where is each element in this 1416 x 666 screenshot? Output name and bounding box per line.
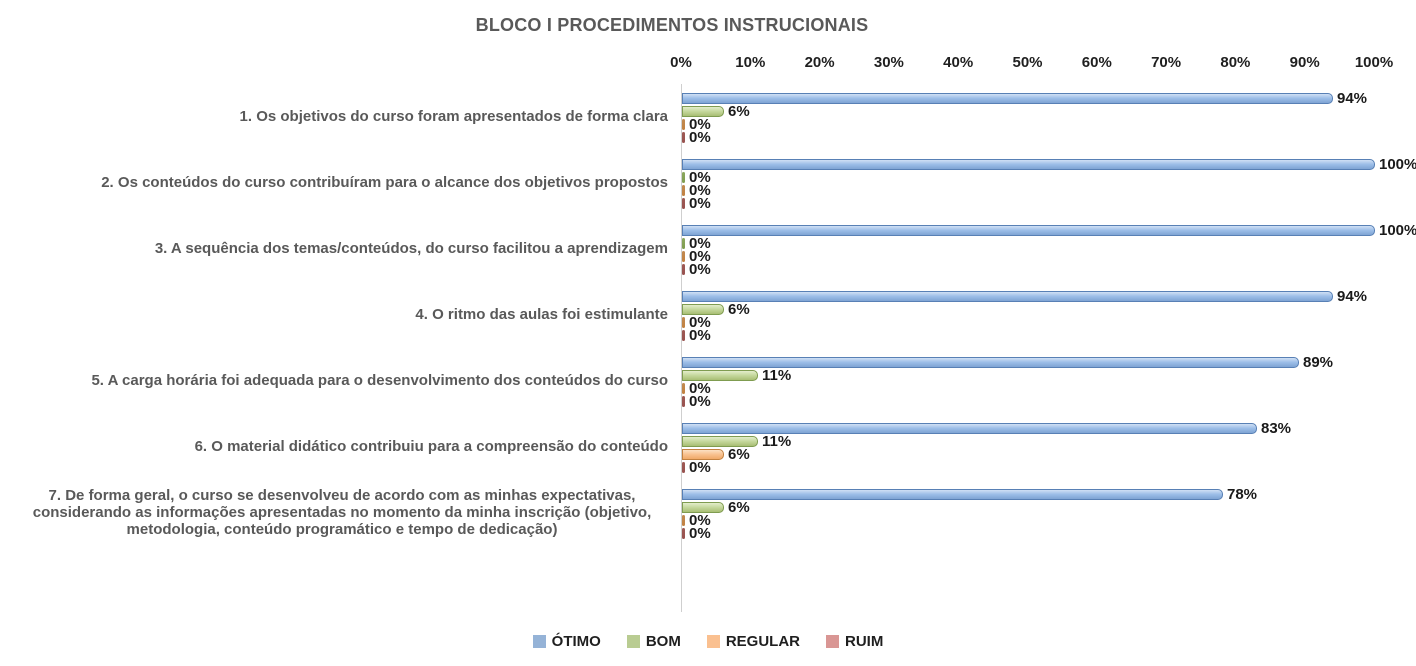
legend-item-bom: BOM	[626, 633, 681, 650]
bar-value-label: 0%	[689, 525, 711, 542]
bar-value-label: 0%	[689, 248, 711, 265]
bar-value-label: 83%	[1261, 420, 1292, 437]
x-axis-tick: 10%	[735, 54, 766, 71]
category-label: 5. A carga horária foi adequada para o d…	[91, 372, 668, 389]
bar-value-label: 0%	[689, 459, 711, 476]
bar-value-label: 100%	[1379, 222, 1416, 239]
x-axis-tick: 20%	[804, 54, 835, 71]
bar-value-label: 0%	[689, 116, 711, 133]
bar-timo	[682, 93, 1333, 104]
category-label: 3. A sequência dos temas/conteúdos, do c…	[154, 240, 668, 257]
x-axis-tick: 50%	[1012, 54, 1043, 71]
bar-timo	[682, 489, 1223, 500]
x-axis-tick: 60%	[1081, 54, 1112, 71]
legend-swatch-icon	[532, 635, 546, 648]
bar-value-label: 11%	[762, 433, 792, 450]
bar-ruim	[682, 264, 685, 275]
bar-ruim	[682, 132, 685, 143]
legend-item-timo: ÓTIMO	[532, 633, 601, 650]
bar-regular	[682, 185, 685, 196]
bar-bom	[682, 106, 724, 117]
legend-swatch-icon	[626, 635, 640, 648]
bar-ruim	[682, 462, 685, 473]
bar-bom	[682, 436, 758, 447]
chart-title: BLOCO I PROCEDIMENTOS INSTRUCIONAIS	[475, 15, 869, 35]
bar-value-label: 78%	[1227, 486, 1258, 503]
x-axis-tick: 40%	[943, 54, 974, 71]
bar-regular	[682, 317, 685, 328]
x-axis-tick: 100%	[1354, 54, 1394, 71]
bar-regular	[682, 251, 685, 262]
bar-value-label: 0%	[689, 195, 711, 212]
bar-regular	[682, 119, 685, 130]
bar-timo	[682, 357, 1299, 368]
bar-value-label: 0%	[689, 512, 711, 529]
bar-value-label: 94%	[1337, 90, 1368, 107]
bar-value-label: 0%	[689, 314, 711, 331]
legend-label: ÓTIMO	[551, 633, 601, 650]
bar-ruim	[682, 528, 685, 539]
category-label: 2. Os conteúdos do curso contribuíram pa…	[101, 174, 668, 191]
legend-label: BOM	[645, 633, 681, 650]
legend-label: RUIM	[845, 633, 884, 650]
bar-value-label: 0%	[689, 129, 711, 146]
bar-value-label: 0%	[689, 235, 711, 252]
bar-value-label: 6%	[728, 103, 750, 120]
bar-bom	[682, 172, 685, 183]
category-label: 4. O ritmo das aulas foi estimulante	[415, 306, 668, 323]
bar-value-label: 0%	[689, 380, 711, 397]
bar-regular	[682, 515, 685, 526]
bar-ruim	[682, 330, 685, 341]
bar-value-label: 6%	[728, 446, 750, 463]
category-label: 7. De forma geral, o curso se desenvolve…	[32, 487, 652, 538]
bar-bom	[682, 238, 685, 249]
bar-bom	[682, 370, 758, 381]
legend: ÓTIMO BOM REGULAR RUIM	[0, 633, 1416, 650]
bar-timo	[682, 291, 1333, 302]
bar-value-label: 0%	[689, 327, 711, 344]
legend-item-ruim: RUIM	[826, 633, 883, 650]
bar-value-label: 0%	[689, 182, 711, 199]
legend-swatch-icon	[706, 635, 720, 648]
x-axis-tick: 30%	[873, 54, 904, 71]
bar-regular	[682, 449, 724, 460]
x-axis-tick: 80%	[1220, 54, 1251, 71]
legend-label: REGULAR	[725, 633, 800, 650]
bar-ruim	[682, 198, 685, 209]
bar-regular	[682, 383, 685, 394]
legend-swatch-icon	[826, 635, 839, 648]
bar-value-label: 6%	[728, 499, 750, 516]
bar-value-label: 11%	[762, 367, 792, 384]
bar-bom	[682, 304, 724, 315]
legend-item-regular: REGULAR	[706, 633, 800, 650]
bar-value-label: 94%	[1337, 288, 1368, 305]
bar-bom	[682, 502, 724, 513]
x-axis-tick: 90%	[1289, 54, 1320, 71]
bar-value-label: 0%	[689, 393, 711, 410]
bar-timo	[682, 423, 1257, 434]
x-axis-tick: 0%	[670, 54, 692, 71]
bar-value-label: 100%	[1379, 156, 1416, 173]
bar-value-label: 6%	[728, 301, 750, 318]
category-label: 6. O material didático contribuiu para a…	[194, 438, 668, 455]
bar-timo	[682, 225, 1375, 236]
bar-value-label: 0%	[689, 261, 711, 278]
bar-ruim	[682, 396, 685, 407]
category-label: 1. Os objetivos do curso foram apresenta…	[239, 108, 668, 125]
x-axis-tick: 70%	[1151, 54, 1182, 71]
bar-timo	[682, 159, 1375, 170]
bar-value-label: 0%	[689, 169, 711, 186]
bar-value-label: 89%	[1303, 354, 1334, 371]
y-axis-line	[681, 84, 682, 612]
